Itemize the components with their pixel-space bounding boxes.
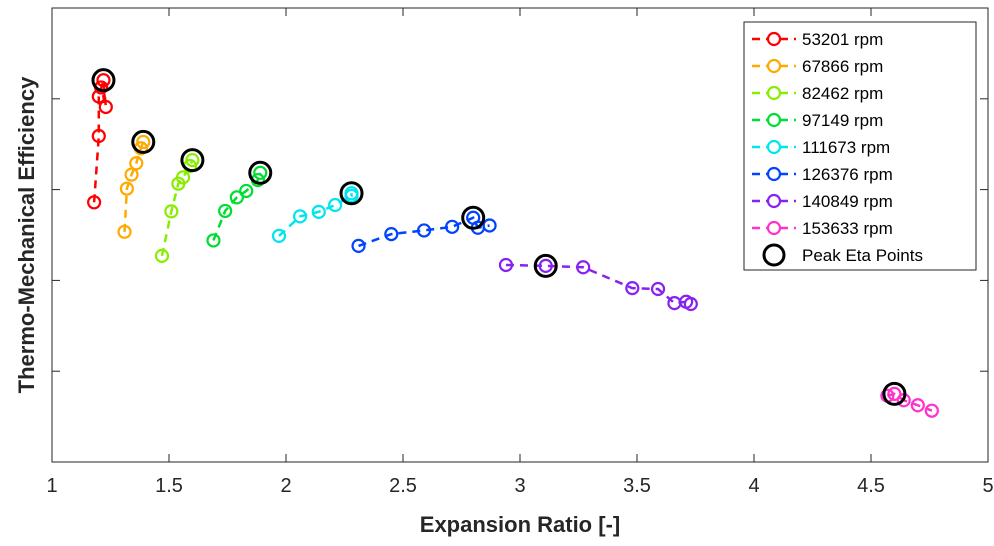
legend-marker xyxy=(766,112,782,128)
data-point xyxy=(311,204,326,219)
data-point xyxy=(576,260,591,275)
series-line xyxy=(278,193,353,237)
peak-point xyxy=(882,381,907,406)
peak-point xyxy=(91,68,116,93)
legend-label: 140849 rpm xyxy=(802,192,893,211)
data-point xyxy=(650,281,666,297)
y-axis-title: Thermo-Mechanical Efficiency xyxy=(14,76,39,393)
x-tick-label: 3.5 xyxy=(623,475,651,497)
data-point xyxy=(154,248,170,263)
legend-label: Peak Eta Points xyxy=(802,246,923,265)
legend-label: 82462 rpm xyxy=(802,84,883,103)
legend-label: 153633 rpm xyxy=(802,219,893,238)
x-tick-label: 1.5 xyxy=(155,475,183,497)
legend-label: 111673 rpm xyxy=(802,138,890,157)
legend-marker xyxy=(766,85,782,101)
x-tick-label: 5 xyxy=(982,475,993,497)
data-point xyxy=(328,197,343,213)
data-point xyxy=(253,165,268,180)
series-line xyxy=(92,79,108,203)
peak-point xyxy=(533,253,558,278)
x-tick-label: 4 xyxy=(748,475,759,497)
legend-marker xyxy=(766,193,782,209)
data-point xyxy=(136,134,151,150)
axis-ticks: 1 1.5 2 2.5 3 3.5 4 4.5 5 xyxy=(46,7,994,497)
data-point xyxy=(683,296,698,312)
x-tick-label: 4.5 xyxy=(857,475,885,497)
legend-label: 126376 rpm xyxy=(802,165,893,184)
legend-label: 97149 rpm xyxy=(802,111,883,130)
data-point xyxy=(538,258,553,273)
data-point xyxy=(924,403,939,418)
data-point xyxy=(117,224,132,239)
data-point xyxy=(87,195,102,210)
x-tick-label: 2 xyxy=(280,475,291,497)
data-point xyxy=(416,223,432,238)
data-point xyxy=(292,209,308,224)
legend: 53201 rpm 67866 rpm 82462 rpm 97149 rpm 1116… xyxy=(743,21,977,271)
data-point xyxy=(175,170,191,185)
data-point xyxy=(498,257,514,273)
data-point xyxy=(887,386,902,401)
data-point xyxy=(271,228,287,244)
data-point xyxy=(91,128,106,144)
data-point xyxy=(119,181,134,196)
x-axis-title: Expansion Ratio [-] xyxy=(420,512,620,537)
legend-label: 53201 rpm xyxy=(802,30,883,49)
legend-marker-peak xyxy=(762,243,786,267)
data-point xyxy=(910,398,925,413)
data-point xyxy=(384,226,399,242)
data-point xyxy=(185,152,200,168)
peak-point xyxy=(339,181,364,206)
legend-marker xyxy=(766,31,782,47)
legend-marker xyxy=(766,139,782,155)
peak-eta-points xyxy=(91,68,907,406)
data-point xyxy=(625,281,640,296)
data-point xyxy=(218,203,233,219)
data-point xyxy=(98,99,113,115)
data-point xyxy=(239,183,254,199)
x-tick-label: 1 xyxy=(46,475,57,497)
peak-point xyxy=(248,160,273,185)
legend-marker xyxy=(766,166,782,182)
data-point xyxy=(96,73,111,88)
series-line xyxy=(160,159,194,257)
peak-point xyxy=(461,205,486,230)
peak-point xyxy=(131,129,156,154)
x-tick-label: 3 xyxy=(514,475,525,497)
data-point xyxy=(129,156,144,171)
data-point xyxy=(445,219,460,234)
data-point xyxy=(164,204,179,219)
data-point xyxy=(482,218,497,233)
data-point xyxy=(206,233,221,248)
data-point xyxy=(351,238,366,253)
data-point xyxy=(229,190,244,205)
peak-point xyxy=(180,148,205,173)
data-point xyxy=(124,167,139,182)
x-tick-label: 2.5 xyxy=(389,475,417,497)
legend-marker xyxy=(766,220,782,236)
data-point xyxy=(344,186,359,201)
legend-label: 67866 rpm xyxy=(802,57,883,76)
legend-marker xyxy=(766,58,782,74)
